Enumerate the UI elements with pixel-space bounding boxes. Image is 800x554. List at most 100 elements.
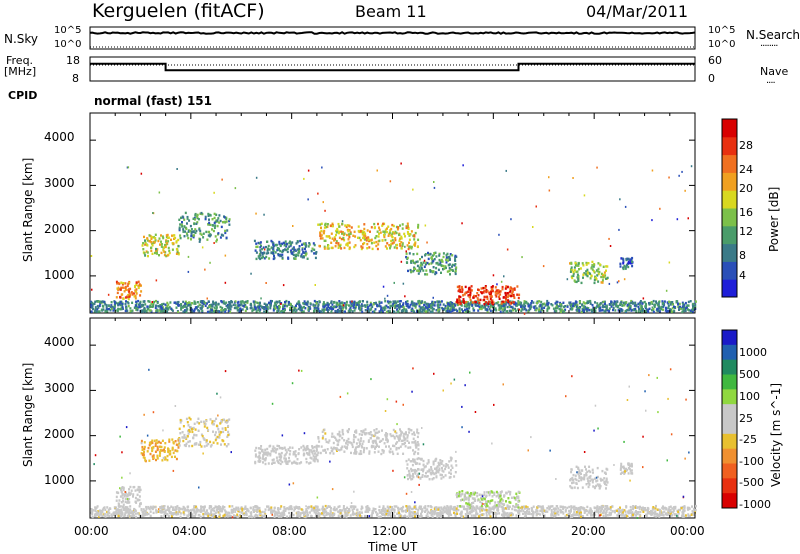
data-cell bbox=[432, 270, 435, 273]
data-cell bbox=[581, 515, 584, 518]
data-cell bbox=[183, 509, 186, 512]
data-cell bbox=[163, 448, 165, 451]
data-cell bbox=[126, 506, 129, 509]
data-cell bbox=[548, 176, 550, 179]
data-cell bbox=[171, 446, 174, 449]
data-cell bbox=[277, 507, 280, 510]
data-cell bbox=[402, 302, 405, 305]
data-cell bbox=[461, 308, 463, 311]
data-cell bbox=[432, 266, 435, 269]
data-cell bbox=[655, 504, 657, 508]
data-cell bbox=[231, 505, 234, 508]
data-cell bbox=[410, 507, 413, 511]
data-cell bbox=[259, 308, 262, 311]
data-cell bbox=[364, 235, 367, 238]
data-cell bbox=[318, 310, 321, 313]
data-cell bbox=[525, 511, 528, 515]
data-cell bbox=[496, 283, 498, 286]
data-cell bbox=[644, 306, 647, 310]
data-cell bbox=[449, 307, 452, 310]
data-cell bbox=[396, 246, 398, 250]
data-cell bbox=[603, 271, 606, 274]
data-cell bbox=[684, 514, 687, 517]
data-cell bbox=[461, 310, 464, 313]
data-cell bbox=[198, 309, 201, 313]
data-cell bbox=[497, 304, 500, 307]
data-cell bbox=[330, 307, 333, 310]
data-cell bbox=[173, 301, 176, 304]
data-cell bbox=[482, 513, 485, 516]
data-cell bbox=[204, 511, 207, 514]
data-cell bbox=[482, 306, 485, 309]
data-cell bbox=[264, 508, 267, 511]
data-cell bbox=[388, 231, 391, 234]
data-cell bbox=[314, 505, 317, 508]
data-cell bbox=[391, 304, 394, 308]
data-cell bbox=[265, 255, 268, 259]
data-cell bbox=[641, 308, 644, 311]
data-cell bbox=[491, 511, 494, 514]
data-cell bbox=[122, 486, 125, 490]
data-cell bbox=[508, 512, 511, 515]
data-cell bbox=[320, 234, 323, 237]
data-cell bbox=[576, 273, 579, 276]
data-cell bbox=[537, 512, 540, 515]
data-cell bbox=[163, 253, 166, 257]
data-cell bbox=[437, 306, 440, 309]
data-cell bbox=[503, 306, 506, 309]
data-cell bbox=[394, 301, 397, 304]
data-cell bbox=[148, 441, 151, 444]
data-cell bbox=[169, 449, 172, 453]
data-cell bbox=[393, 281, 395, 284]
data-cell bbox=[175, 449, 178, 453]
data-cell bbox=[646, 309, 649, 313]
data-cell bbox=[136, 488, 139, 492]
data-cell bbox=[475, 510, 478, 513]
data-cell bbox=[145, 505, 148, 509]
data-cell bbox=[314, 284, 316, 286]
data-cell bbox=[508, 514, 510, 517]
x-tick: 04:00 bbox=[172, 524, 207, 538]
data-cell bbox=[316, 301, 319, 304]
data-cell bbox=[628, 302, 631, 305]
data-cell bbox=[208, 310, 211, 313]
data-cell bbox=[117, 288, 120, 291]
data-cell bbox=[300, 253, 303, 256]
data-cell bbox=[128, 290, 131, 293]
data-cell bbox=[692, 304, 694, 308]
velocity-ytick: 1000 bbox=[44, 473, 75, 487]
data-cell bbox=[140, 439, 143, 443]
data-cell bbox=[256, 505, 259, 509]
data-cell bbox=[422, 306, 425, 309]
data-cell bbox=[191, 508, 194, 511]
data-cell bbox=[167, 447, 169, 450]
data-cell bbox=[147, 512, 150, 516]
data-cell bbox=[641, 506, 643, 510]
data-cell bbox=[548, 189, 551, 192]
data-cell bbox=[393, 514, 396, 518]
data-cell bbox=[224, 310, 227, 313]
data-cell bbox=[672, 508, 675, 511]
data-cell bbox=[480, 305, 483, 308]
data-cell bbox=[207, 223, 210, 226]
data-cell bbox=[313, 509, 316, 512]
data-cell bbox=[267, 251, 270, 255]
data-cell bbox=[290, 252, 293, 255]
data-cell bbox=[237, 509, 240, 513]
data-cell bbox=[504, 303, 507, 306]
data-cell bbox=[490, 286, 493, 289]
data-cell bbox=[96, 511, 99, 514]
data-cell bbox=[222, 505, 224, 508]
data-cell bbox=[157, 305, 160, 308]
data-cell bbox=[195, 505, 198, 509]
data-cell bbox=[144, 310, 147, 313]
data-cell bbox=[284, 303, 287, 306]
data-cell bbox=[662, 514, 665, 517]
data-cell bbox=[368, 246, 371, 249]
data-cell bbox=[437, 304, 440, 308]
data-cell bbox=[121, 303, 124, 306]
data-cell bbox=[196, 510, 199, 513]
data-cell bbox=[218, 507, 221, 510]
data-cell bbox=[278, 305, 281, 309]
data-cell bbox=[301, 247, 304, 250]
